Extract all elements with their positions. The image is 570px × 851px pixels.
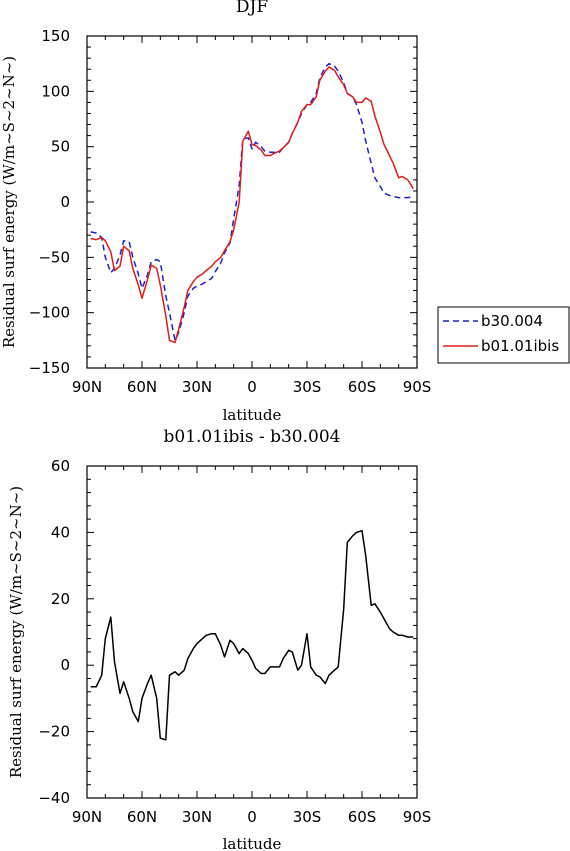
top-x-tick-label: 30N — [182, 378, 212, 396]
top-series-line-b01-01ibis — [90, 66, 414, 344]
top-plot-frame — [86, 35, 418, 369]
top-x-tick-label: 90S — [403, 378, 432, 396]
top-series-group — [90, 62, 414, 344]
bottom-x-tick-label: 90N — [72, 808, 102, 826]
top-y-tick-label: −100 — [29, 304, 70, 322]
top-x-axis-label: latitude — [223, 406, 282, 424]
bottom-tick-group: 90N 60N 30N 0 30S 60S 90S −40 −20 0 20 40 60 — [38, 457, 431, 826]
bottom-x-tick-label: 0 — [247, 808, 257, 826]
top-y-axis-label: Residual surf energy (W/m~S~2~N~) — [0, 56, 18, 348]
bottom-y-axis-label: Residual surf energy (W/m~S~2~N~) — [7, 486, 25, 778]
bottom-plot-frame — [86, 465, 418, 799]
bottom-chart: b01.01ibis - b30.004 90N 60N 30N 0 30S 60S 90S… — [7, 427, 431, 851]
top-y-tick-label: 50 — [51, 138, 70, 156]
top-y-tick-label: 0 — [60, 193, 70, 211]
top-y-tick-label: −50 — [38, 248, 70, 266]
legend-box — [437, 306, 570, 364]
bottom-y-tick-label: −40 — [38, 789, 70, 807]
bottom-y-tick-label: −20 — [38, 723, 70, 741]
bottom-x-tick-label: 30N — [182, 808, 212, 826]
top-tick-group: 90N 60N 30N 0 30S 60S 90S −150 −100 −50 0 50 100 150 — [29, 27, 432, 396]
bottom-y-tick-label: 20 — [51, 590, 70, 608]
top-x-tick-label: 60N — [127, 378, 157, 396]
bottom-y-tick-label: 40 — [51, 523, 70, 541]
legend-label-b30-004: b30.004 — [481, 312, 543, 330]
bottom-y-tick-label: 0 — [60, 656, 70, 674]
bottom-series-group — [90, 529, 414, 741]
top-y-tick-label: 150 — [41, 27, 70, 45]
bottom-x-tick-label: 60S — [348, 808, 377, 826]
top-chart-title: DJF — [236, 0, 268, 17]
bottom-x-tick-label: 90S — [403, 808, 432, 826]
bottom-x-axis-label: latitude — [223, 835, 282, 851]
bottom-series-line-difference — [90, 529, 414, 741]
top-series-line-b30-004 — [90, 62, 414, 342]
top-x-tick-label: 30S — [293, 378, 322, 396]
top-x-tick-label: 0 — [247, 378, 257, 396]
top-x-tick-label: 60S — [348, 378, 377, 396]
legend-label-b01-01ibis: b01.01ibis — [481, 337, 559, 355]
bottom-chart-title: b01.01ibis - b30.004 — [164, 427, 341, 447]
top-x-tick-label: 90N — [72, 378, 102, 396]
bottom-x-tick-label: 60N — [127, 808, 157, 826]
bottom-y-tick-label: 60 — [51, 457, 70, 475]
top-chart: DJF 90N 60N 30N 0 30S 60S 90S −150 −100 −50 0 50 100… — [0, 0, 570, 424]
top-y-tick-label: 100 — [41, 82, 70, 100]
bottom-x-tick-label: 30S — [293, 808, 322, 826]
legend: b30.004 b01.01ibis — [437, 306, 570, 364]
top-y-tick-label: −150 — [29, 359, 70, 377]
